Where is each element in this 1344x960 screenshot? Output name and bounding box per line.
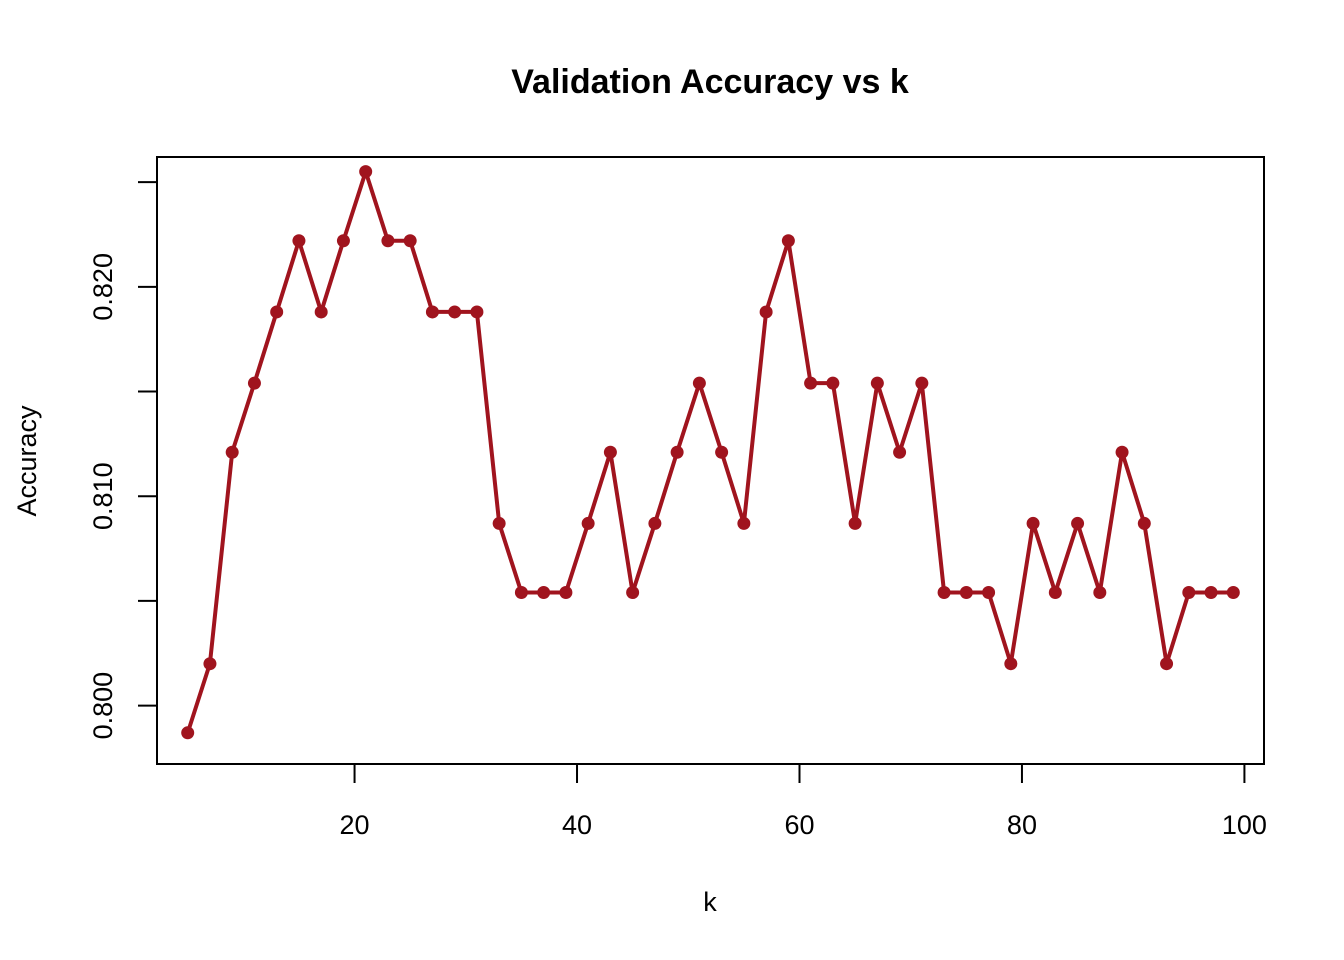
data-point <box>448 305 462 319</box>
data-point <box>848 516 862 530</box>
data-point <box>1093 586 1107 600</box>
plot-area-frame <box>156 156 1265 765</box>
y-tick-label: 0.810 <box>88 462 118 530</box>
data-point <box>1160 657 1174 671</box>
data-point <box>648 516 662 530</box>
x-axis-label: k <box>703 887 717 917</box>
data-point <box>203 657 217 671</box>
data-point <box>425 305 439 319</box>
x-tick-label: 20 <box>340 810 370 840</box>
x-axis: 20 40 60 80 100 <box>340 763 1267 840</box>
data-point <box>581 516 595 530</box>
data-point <box>225 445 239 459</box>
data-point <box>959 586 973 600</box>
data-point <box>1004 657 1018 671</box>
data-point <box>804 376 818 390</box>
data-point <box>781 234 795 248</box>
series-line <box>185 169 1234 734</box>
data-point <box>381 234 395 248</box>
y-axis: 0.800 0.810 0.820 <box>88 181 158 740</box>
data-point <box>670 445 684 459</box>
data-point <box>403 234 417 248</box>
x-tick-label: 40 <box>562 810 592 840</box>
data-point <box>1226 586 1240 600</box>
data-point <box>270 305 284 319</box>
series-layer <box>181 165 1240 740</box>
data-point <box>1048 586 1062 600</box>
y-axis-label: Accuracy <box>12 405 42 517</box>
y-tick-label: 0.800 <box>88 672 118 740</box>
y-tick-label: 0.820 <box>88 253 118 321</box>
data-point <box>737 516 751 530</box>
data-point <box>1071 516 1085 530</box>
data-point <box>336 234 350 248</box>
data-point <box>514 586 528 600</box>
data-point <box>1026 516 1040 530</box>
x-tick-label: 80 <box>1007 810 1037 840</box>
data-point <box>537 586 551 600</box>
data-point <box>314 305 328 319</box>
x-tick-label: 100 <box>1222 810 1267 840</box>
data-point <box>1204 586 1218 600</box>
data-point <box>915 376 929 390</box>
data-point <box>937 586 951 600</box>
data-point <box>603 445 617 459</box>
data-point <box>826 376 840 390</box>
data-point <box>1115 445 1129 459</box>
data-point <box>181 726 195 740</box>
data-point <box>292 234 306 248</box>
data-point <box>870 376 884 390</box>
data-point <box>1137 516 1151 530</box>
data-point <box>626 586 640 600</box>
data-point <box>759 305 773 319</box>
chart-title: Validation Accuracy vs k <box>511 63 909 101</box>
data-point <box>247 376 261 390</box>
data-point <box>982 586 996 600</box>
data-point <box>470 305 484 319</box>
data-point <box>359 165 373 179</box>
x-tick-label: 60 <box>784 810 814 840</box>
data-point <box>559 586 573 600</box>
data-point <box>492 516 506 530</box>
data-point <box>715 445 729 459</box>
data-point <box>692 376 706 390</box>
data-point <box>1182 586 1196 600</box>
data-point <box>893 445 907 459</box>
